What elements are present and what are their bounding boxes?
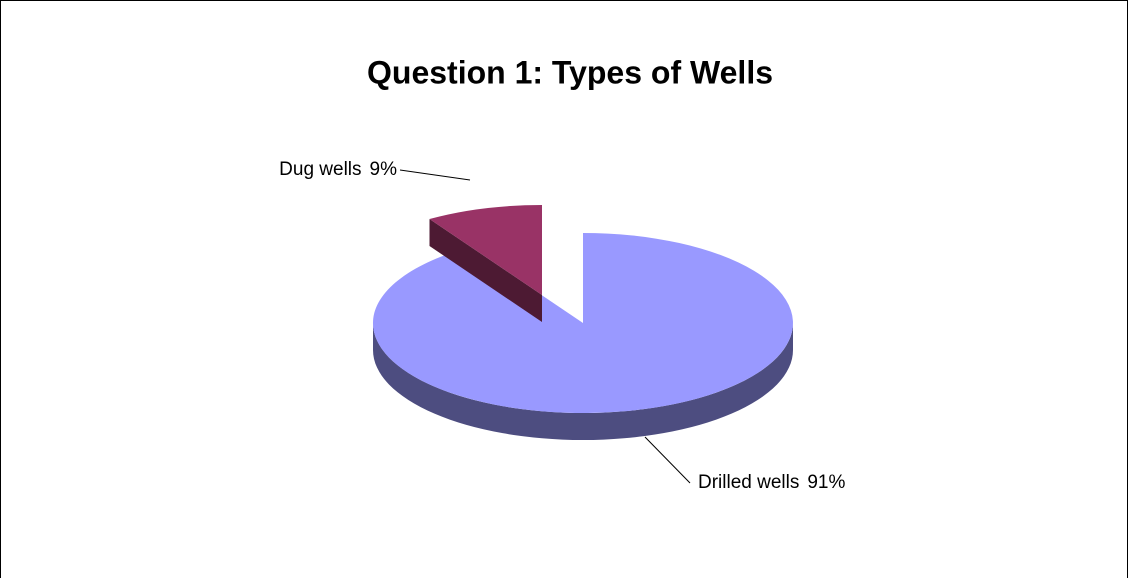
data-label-value: 9% [370, 159, 398, 180]
data-label: Drilled wells 91% [698, 472, 845, 493]
pie-slice-edge [429, 219, 542, 322]
data-label-category: Drilled wells [698, 472, 799, 493]
leader-line [644, 436, 691, 484]
data-label-category: Dug wells [279, 159, 361, 180]
pie-slice [429, 205, 542, 295]
leader-line [399, 169, 471, 181]
chart-title: Question 1: Types of Wells [367, 54, 773, 90]
data-label-value: 91% [807, 472, 845, 493]
data-label: Dug wells 9% [279, 159, 397, 180]
pie-slice-side [373, 323, 793, 440]
